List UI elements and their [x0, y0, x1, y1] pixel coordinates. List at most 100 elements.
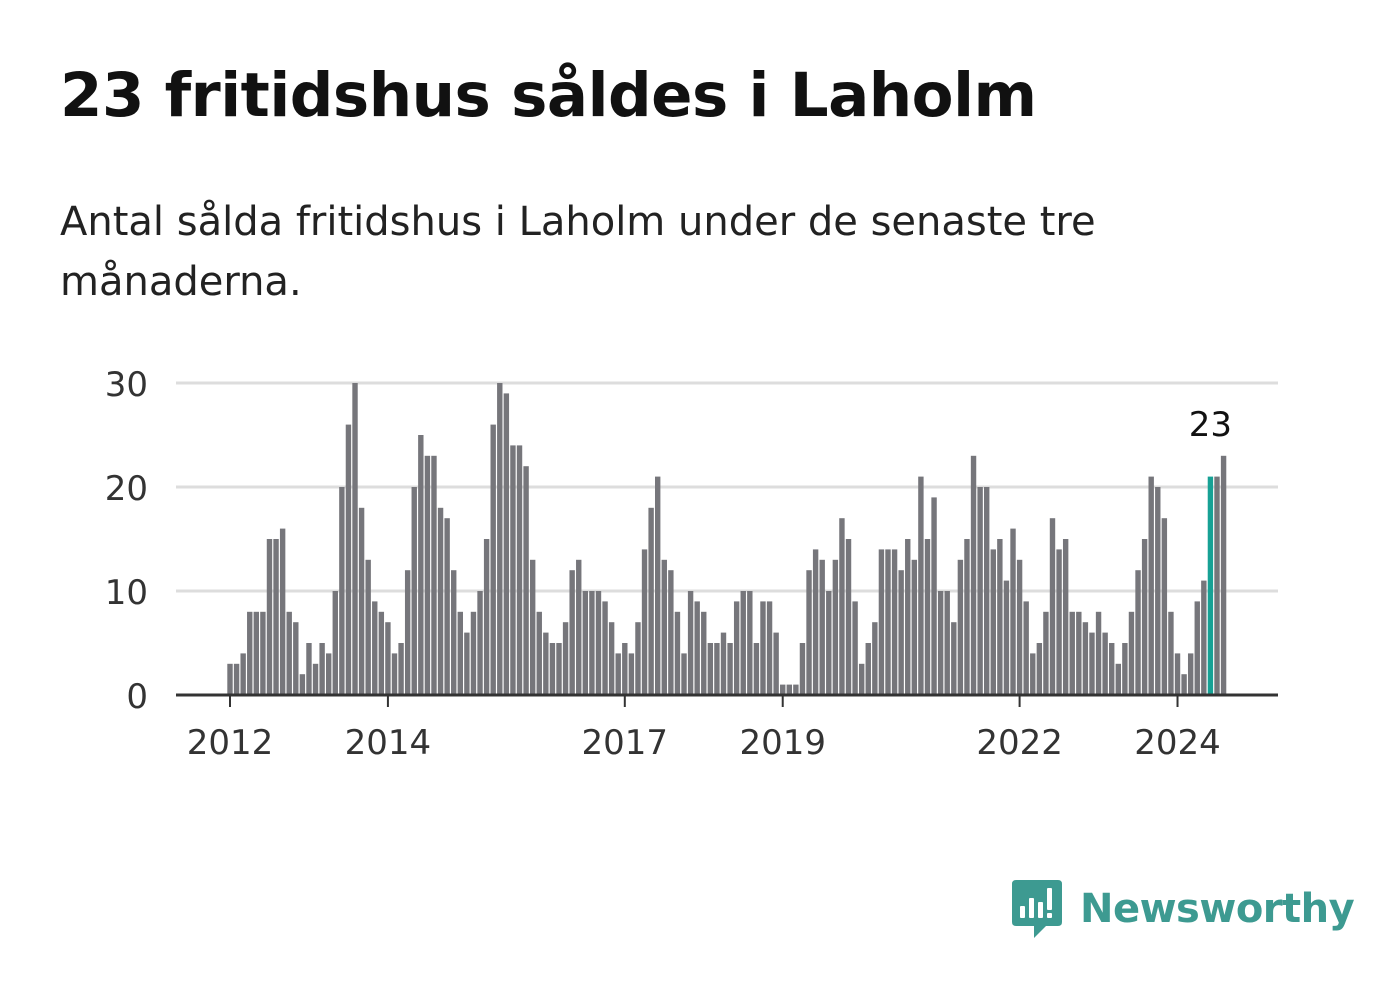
- bar: [615, 653, 621, 695]
- bar: [780, 684, 786, 695]
- bar: [319, 643, 325, 695]
- bar: [990, 549, 996, 695]
- bar: [1194, 601, 1200, 695]
- bar: [240, 653, 246, 695]
- x-axis: 2012 2014 2017 2019 2022 2024: [176, 693, 1278, 763]
- bar: [931, 497, 937, 695]
- bar: [701, 611, 707, 695]
- bar: [951, 622, 957, 695]
- bar: [1102, 632, 1108, 695]
- bar: [457, 611, 463, 695]
- bar: [1128, 611, 1135, 695]
- bar: [464, 632, 470, 695]
- bar: [576, 559, 582, 695]
- bar: [885, 549, 891, 695]
- bar: [279, 528, 286, 695]
- bar: [247, 611, 253, 695]
- bar: [523, 466, 529, 695]
- bar: [648, 507, 654, 695]
- bar: [911, 559, 918, 695]
- bar: [806, 570, 812, 695]
- bar: [490, 424, 496, 695]
- bar: [766, 601, 773, 695]
- highlight-bar: [1207, 476, 1214, 695]
- bar: [720, 632, 727, 695]
- highlight-value-label: 23: [1189, 405, 1232, 445]
- newsworthy-logo-icon: [1012, 880, 1062, 938]
- bar: [878, 549, 885, 695]
- bar: [937, 591, 944, 695]
- bar: [483, 539, 490, 695]
- newsworthy-brand: Newsworthy: [1010, 876, 1355, 942]
- x-tick-label: 2014: [345, 723, 432, 763]
- bar: [1155, 487, 1161, 695]
- bar: [233, 663, 240, 695]
- bar: [608, 622, 615, 695]
- bar: [378, 611, 385, 695]
- bar: [589, 591, 595, 695]
- bar: [674, 611, 681, 695]
- bar: [444, 518, 450, 695]
- bar: [905, 539, 911, 695]
- bar: [799, 643, 806, 695]
- bar: [260, 611, 266, 695]
- bar: [1220, 455, 1227, 695]
- bar: [1115, 663, 1121, 695]
- bar: [891, 549, 898, 695]
- bar: [753, 643, 760, 695]
- bar: [714, 643, 720, 695]
- bar: [1049, 518, 1056, 695]
- bar: [437, 507, 444, 695]
- bar: [740, 591, 746, 695]
- bar: [536, 611, 542, 695]
- y-tick-label: 30: [105, 365, 148, 405]
- bar: [602, 601, 608, 695]
- bar: [1062, 539, 1069, 695]
- bar: [477, 591, 483, 695]
- bar: [852, 601, 858, 695]
- bar: [812, 549, 819, 695]
- bar: [898, 570, 904, 695]
- bar: [358, 507, 365, 695]
- bar: [1187, 653, 1194, 695]
- bar: [681, 653, 687, 695]
- bar: [595, 591, 602, 695]
- bar: [516, 445, 523, 695]
- bar: [1043, 611, 1049, 695]
- bar: [1168, 611, 1174, 695]
- bar: [569, 570, 575, 695]
- bar: [391, 653, 398, 695]
- bar: [497, 383, 503, 695]
- bar: [1141, 539, 1148, 695]
- bar: [398, 643, 404, 695]
- x-tick-label: 2024: [1134, 723, 1221, 763]
- bar: [424, 455, 431, 695]
- bar: [687, 591, 694, 695]
- y-tick-label: 0: [126, 677, 148, 717]
- bar: [622, 643, 628, 695]
- bar: [345, 424, 352, 695]
- bar: [997, 539, 1003, 695]
- bar: [839, 518, 845, 695]
- bar: [641, 549, 648, 695]
- bar: [326, 653, 332, 695]
- bar: [1003, 580, 1010, 695]
- bar: [832, 559, 839, 695]
- bar: [352, 383, 358, 695]
- bar: [1023, 601, 1029, 695]
- bar: [635, 622, 641, 695]
- bar: [773, 632, 779, 695]
- bar: [299, 674, 306, 695]
- bar: [957, 559, 964, 695]
- bar: [503, 393, 510, 695]
- bar: [1214, 476, 1220, 695]
- bar: [306, 643, 312, 695]
- bar: [1161, 518, 1168, 695]
- bar: [556, 643, 562, 695]
- y-axis: 0 10 20 30: [105, 365, 148, 717]
- bar: [694, 601, 700, 695]
- bar: [1016, 559, 1023, 695]
- bar: [418, 435, 424, 695]
- x-tick-label: 2017: [582, 723, 669, 763]
